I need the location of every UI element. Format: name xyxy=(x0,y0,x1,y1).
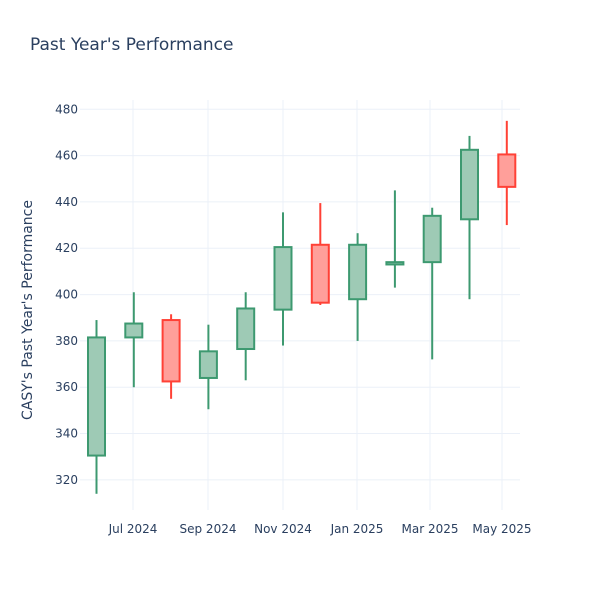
candle-body xyxy=(497,153,517,188)
chart-title: Past Year's Performance xyxy=(30,35,234,55)
candle-body xyxy=(198,350,218,379)
y-tick-label: 460 xyxy=(55,149,78,163)
x-tick-label: May 2025 xyxy=(472,522,531,536)
candle-body xyxy=(124,322,144,339)
candle-increasing xyxy=(87,320,106,494)
x-tick-label: Jul 2024 xyxy=(108,522,158,536)
candle-body xyxy=(348,243,368,301)
x-tick-label: Nov 2024 xyxy=(254,522,312,536)
y-tick-label: 420 xyxy=(55,241,78,255)
y-tick-label: 400 xyxy=(55,288,78,302)
candle-increasing xyxy=(124,292,144,388)
candle-body xyxy=(460,148,479,221)
x-tick-label: Sep 2024 xyxy=(180,522,237,536)
candle-body xyxy=(385,261,405,266)
candle-body xyxy=(422,214,442,264)
candle-increasing xyxy=(198,324,218,410)
y-tick-label: 340 xyxy=(55,427,78,441)
y-tick-label: 480 xyxy=(55,102,78,116)
y-tick-label: 440 xyxy=(55,195,78,209)
y-tick-label: 360 xyxy=(55,380,78,394)
candle-decreasing xyxy=(497,120,517,226)
candle-increasing xyxy=(273,212,293,346)
x-tick-label: Jan 2025 xyxy=(330,522,384,536)
candle-increasing xyxy=(236,292,256,381)
candle-increasing xyxy=(460,135,479,300)
candle-increasing xyxy=(385,190,405,288)
y-tick-label: 380 xyxy=(55,334,78,348)
candle-increasing xyxy=(348,233,368,341)
candle-body xyxy=(87,336,106,457)
y-axis-title: CASY's Past Year's Performance xyxy=(20,200,36,420)
candle-decreasing xyxy=(310,203,330,305)
candle-body xyxy=(161,319,181,383)
candle-body xyxy=(310,243,330,304)
y-tick-label: 320 xyxy=(55,473,78,487)
x-tick-label: Mar 2025 xyxy=(402,522,459,536)
candle-body xyxy=(236,307,256,351)
candle-decreasing xyxy=(161,314,181,399)
candle-body xyxy=(273,246,293,311)
tick-layer: 320 340 360 380 400 420 440 460 480 Jul 2024 Sep 2… xyxy=(55,102,531,536)
candle-layer xyxy=(87,120,517,494)
candle-increasing xyxy=(422,207,442,360)
